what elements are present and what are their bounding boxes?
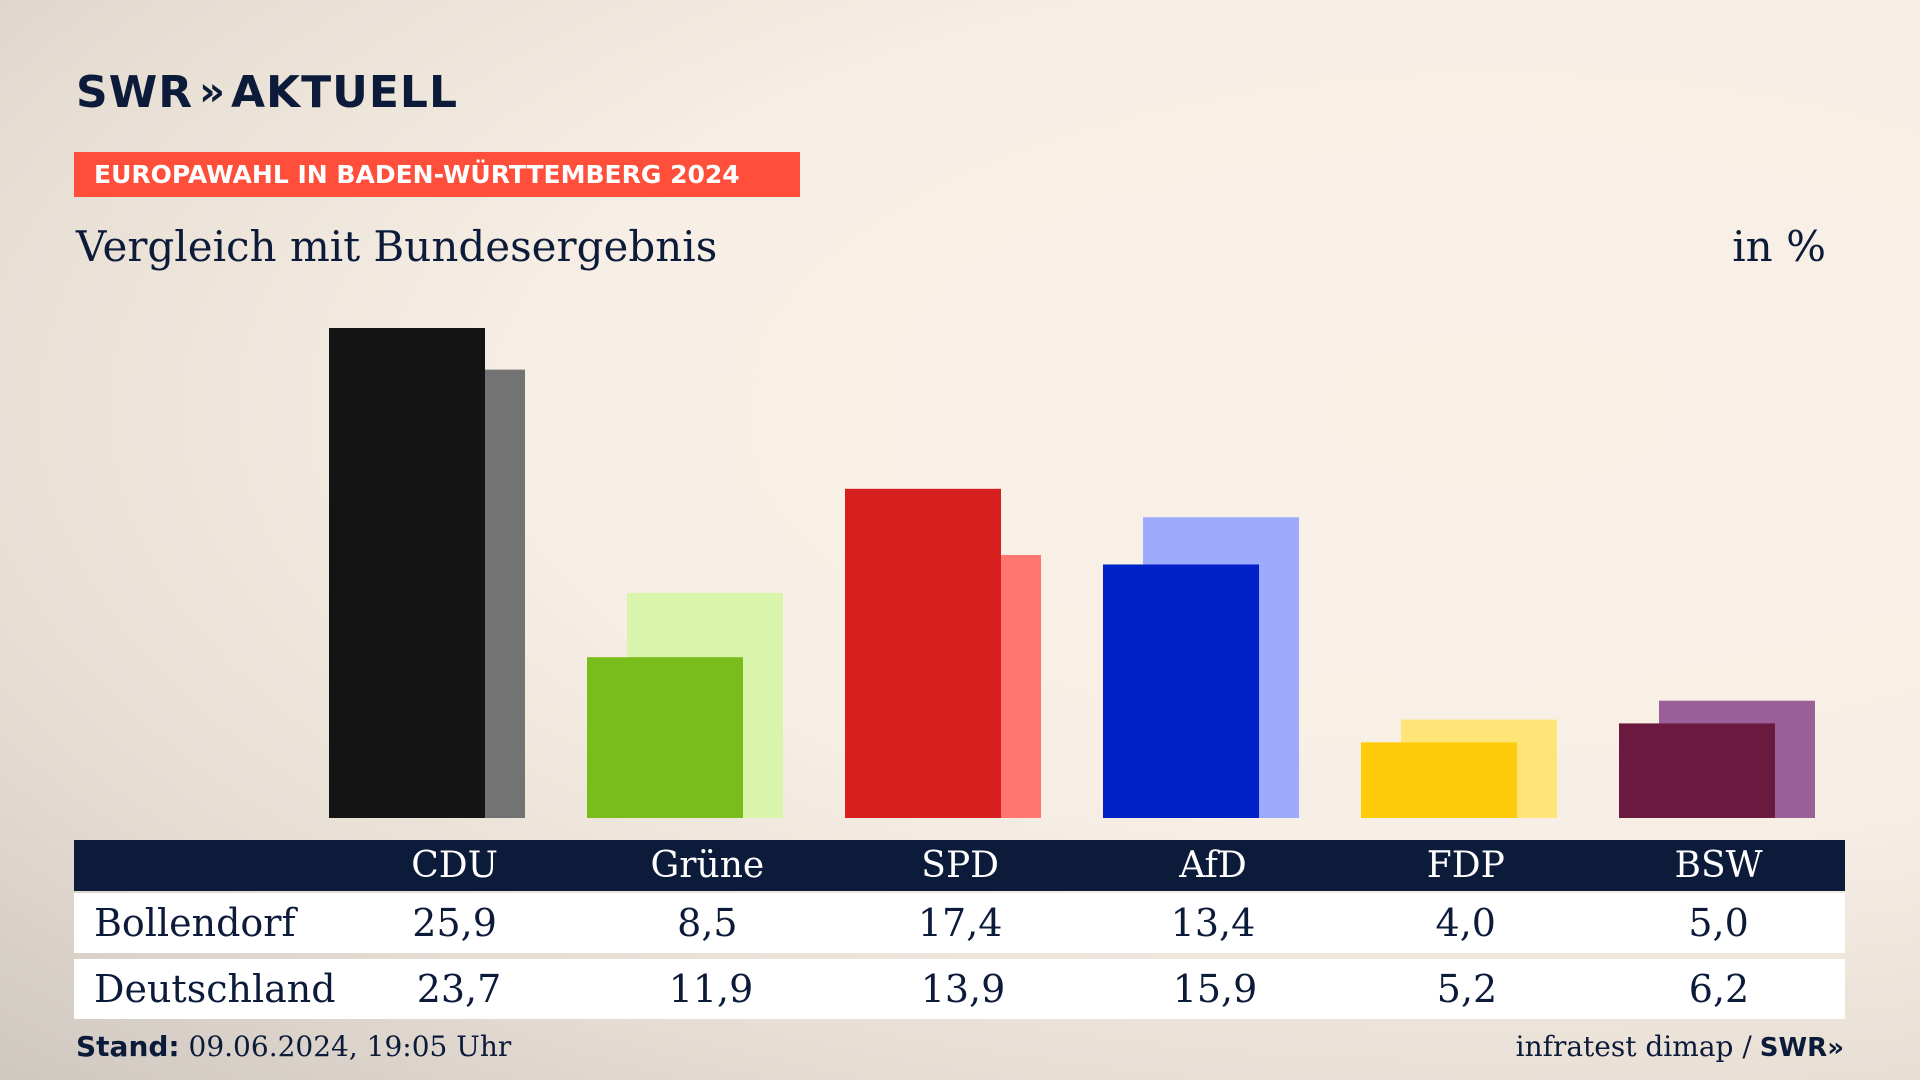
source-credit: infratest dimap / SWR» [1516, 1030, 1844, 1063]
bar-bollendorf-gruene [587, 657, 743, 818]
bar-bollendorf-afd [1103, 564, 1259, 818]
swr-aktuell-logo: SWR » AKTUELL [76, 66, 458, 118]
table-header-row: CDU Grüne SPD AfD FDP BSW [74, 840, 1845, 891]
party-header-cdu: CDU [411, 845, 498, 886]
value-bollendorf-fdp: 4,0 [1435, 901, 1496, 945]
party-header-gruene: Grüne [650, 845, 765, 886]
bar-chart [329, 328, 1815, 818]
table-row: Deutschland 23,7 11,9 13,9 15,9 5,2 6,2 [74, 959, 1845, 1019]
chart-subtitle: Vergleich mit Bundesergebnis [76, 222, 718, 271]
unit-label: in % [1732, 222, 1826, 271]
bar-bollendorf-bsw [1619, 723, 1775, 818]
value-deutschland-cdu: 23,7 [416, 967, 502, 1011]
stand-value: 09.06.2024, 19:05 Uhr [188, 1030, 512, 1063]
value-bollendorf-gruene: 8,5 [677, 901, 738, 945]
value-bollendorf-bsw: 5,0 [1688, 901, 1749, 945]
table-row: Bollendorf 25,9 8,5 17,4 13,4 4,0 5,0 [74, 893, 1845, 953]
stand-label: Stand: [76, 1030, 180, 1063]
party-header-afd: AfD [1179, 845, 1247, 886]
value-deutschland-fdp: 5,2 [1436, 967, 1498, 1011]
value-bollendorf-cdu: 25,9 [412, 901, 497, 945]
source-text: infratest dimap / [1515, 1030, 1752, 1063]
value-bollendorf-afd: 13,4 [1170, 901, 1256, 945]
row-label-bollendorf: Bollendorf [94, 901, 296, 945]
value-deutschland-afd: 15,9 [1172, 967, 1258, 1011]
value-deutschland-gruene: 11,9 [668, 967, 754, 1011]
aktuell-logo-text: AKTUELL [230, 66, 458, 118]
party-header-fdp: FDP [1426, 845, 1505, 886]
value-deutschland-spd: 13,9 [920, 967, 1006, 1011]
swr-logo-text: SWR [76, 66, 194, 118]
party-header-spd: SPD [921, 845, 1000, 886]
row-label-deutschland: Deutschland [94, 967, 336, 1011]
value-deutschland-bsw: 6,2 [1688, 967, 1750, 1011]
value-bollendorf-spd: 17,4 [917, 901, 1003, 945]
timestamp: Stand: 09.06.2024, 19:05 Uhr [76, 1030, 511, 1063]
results-table: CDU Grüne SPD AfD FDP BSW Bollendorf 25,… [74, 840, 1845, 1019]
swr-mini-logo: SWR» [1759, 1033, 1844, 1063]
party-header-bsw: BSW [1674, 845, 1763, 886]
bar-bollendorf-spd [845, 488, 1001, 818]
bar-bollendorf-fdp [1361, 742, 1517, 818]
election-banner: EUROPAWAHL IN BADEN-WÜRTTEMBERG 2024 [74, 152, 800, 197]
bar-bollendorf-cdu [329, 328, 485, 818]
